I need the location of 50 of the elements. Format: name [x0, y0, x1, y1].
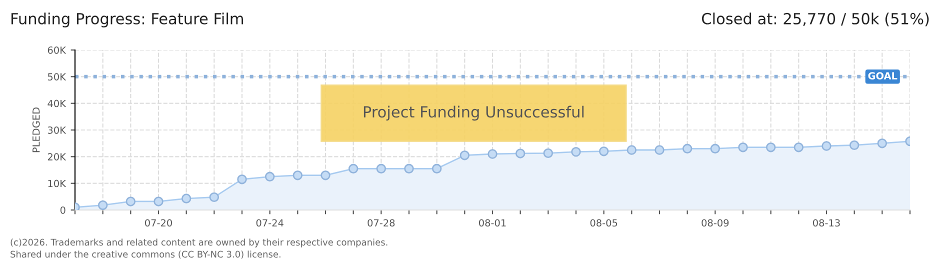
point — [710, 144, 720, 154]
point — [598, 146, 609, 156]
chart-title: Funding Progress: Feature Film — [12, 12, 244, 28]
point — [849, 140, 860, 150]
point — [766, 142, 776, 152]
point — [209, 192, 220, 202]
point — [626, 145, 637, 155]
y-tick-label: 30K — [48, 126, 66, 134]
x-tick-label: 07-20 — [145, 219, 172, 227]
point — [543, 148, 554, 158]
y-tick-label: 50K — [48, 73, 66, 80]
annotation: Project Funding Unsuccessful — [364, 106, 584, 121]
point — [348, 164, 358, 174]
point — [264, 172, 275, 182]
point — [654, 145, 664, 155]
point — [181, 194, 192, 204]
y-tick-label: 0 — [60, 206, 66, 214]
x-tick-label: 07-24 — [256, 219, 284, 227]
x-tick-label: 08-01 — [479, 219, 506, 227]
text: (c)2026. Trademarks and related content are owned by their respective companies. — [10, 238, 388, 248]
point — [404, 164, 414, 174]
point — [98, 200, 108, 210]
chart-subtitle: Closed at: 25,770 / 50k (51%) — [702, 12, 929, 26]
point — [822, 141, 832, 151]
point — [877, 138, 888, 148]
x-tick-label: 08-13 — [813, 219, 840, 227]
y-tick-label: 40K — [48, 100, 66, 108]
point — [292, 170, 303, 180]
point — [376, 164, 386, 174]
point — [738, 142, 748, 152]
y-axis-title: PLEDGED — [32, 108, 40, 152]
point — [126, 196, 136, 206]
point — [460, 150, 470, 160]
ref-line-label: GOAL — [868, 72, 898, 80]
point — [320, 170, 330, 180]
point — [571, 147, 581, 157]
point — [154, 196, 164, 206]
point — [488, 149, 498, 159]
x-tick-label: 08-09 — [702, 219, 729, 227]
x-tick-label: 07-28 — [368, 219, 395, 227]
point — [237, 174, 247, 184]
y-tick-label: 60K — [48, 46, 66, 54]
text: Shared under the creative commons (CC BY-NC 3.0) license. — [10, 250, 280, 259]
y-tick-label: 20K — [48, 153, 66, 160]
point — [432, 164, 442, 174]
point — [794, 142, 804, 152]
point — [682, 144, 692, 154]
point — [515, 148, 526, 158]
y-tick-label: 10K — [48, 180, 66, 188]
x-tick-label: 08-05 — [590, 219, 618, 227]
